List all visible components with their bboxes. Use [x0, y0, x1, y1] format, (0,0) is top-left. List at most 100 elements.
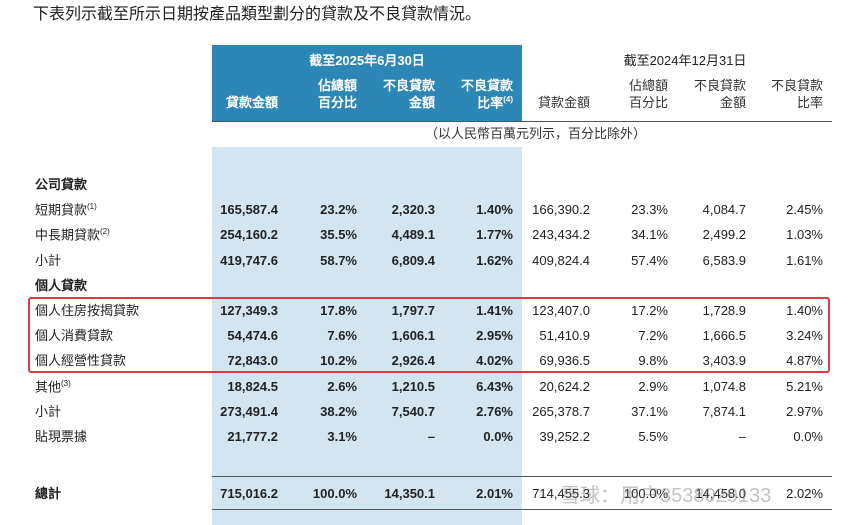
cell-value: 123,407.0 [532, 303, 590, 318]
row-label: 個人經營性貸款 [35, 353, 127, 369]
cell-value: 7.6% [327, 328, 357, 344]
cell-value: 714,455.3 [532, 486, 590, 501]
cell-value: 1.40% [476, 202, 513, 218]
cell-value: 4.02% [476, 353, 513, 369]
column-header: 佔總額 [317, 78, 357, 93]
cell-value: 18,824.5 [227, 378, 278, 394]
cell-value: 2.01% [476, 486, 513, 501]
row-label: 貼現票據 [35, 429, 88, 444]
row-label: 個人貸款 [35, 277, 88, 293]
cell-value: 51,410.9 [539, 328, 590, 344]
cell-value: 4,084.7 [702, 202, 746, 218]
cell-value: 1.61% [786, 252, 823, 268]
cell-value: 2.97% [786, 403, 823, 419]
unit-note: （以人民幣百萬元列示，百分比除外） [425, 126, 647, 141]
cell-value: 273,491.4 [220, 403, 278, 419]
cell-value: 5.21% [786, 378, 823, 394]
cell-value: 14,350.1 [384, 486, 435, 501]
rule [212, 476, 832, 477]
highlight-box [28, 297, 830, 373]
column-header: 貸款金額 [225, 95, 278, 110]
cell-value: 3.24% [786, 328, 823, 344]
cell-value: 100.0% [623, 486, 668, 501]
cell-value: 243,434.2 [532, 227, 590, 243]
watermark: 雪球：用户3538029133 [560, 485, 772, 507]
cell-value: 35.5% [320, 227, 357, 243]
cell-value: 1,666.5 [702, 328, 746, 344]
cell-value: 17.8% [320, 303, 357, 318]
cell-value: 1.62% [476, 252, 513, 268]
row-label: 小計 [35, 403, 62, 419]
footnote-mark: (1) [87, 202, 97, 212]
cell-value: 7,540.7 [391, 403, 435, 419]
cell-value: 23.3% [631, 202, 668, 218]
cell-value: 419,747.6 [220, 252, 278, 268]
row-label: 總計 [35, 486, 62, 501]
row-label: 其他(3) [35, 378, 71, 394]
row-label: 公司貸款 [35, 177, 88, 192]
row-label: 個人消費貸款 [35, 328, 114, 344]
cell-value: 1,797.7 [391, 303, 435, 318]
cell-value: 166,390.2 [532, 202, 590, 218]
cell-value: 38.2% [320, 403, 357, 419]
column-header: 比率(4) [477, 95, 513, 111]
cell-value: 4,489.1 [391, 227, 435, 243]
cell-value: 69,936.5 [539, 353, 590, 369]
row-label: 小計 [35, 252, 62, 268]
rule [212, 509, 832, 510]
cell-value: 2.95% [476, 328, 513, 344]
cell-value: 127,349.3 [220, 303, 278, 318]
cell-value: 20,624.2 [539, 378, 590, 394]
cell-value: 5.5% [638, 429, 668, 444]
header-band [212, 45, 522, 122]
cell-value: 10.2% [320, 353, 357, 369]
cell-value: 409,824.4 [532, 252, 590, 268]
column-header: 百分比 [317, 95, 357, 110]
cell-value: 2.76% [476, 403, 513, 419]
cell-value: 6.43% [476, 378, 513, 394]
group-header: 截至2024年12月31日 [623, 53, 747, 68]
cell-value: 2.9% [638, 378, 668, 394]
column-header: 比率 [796, 95, 823, 110]
cell-value: 9.8% [638, 353, 668, 369]
footnote-mark: (2) [100, 227, 110, 237]
cell-value: 715,016.2 [220, 486, 278, 501]
cell-value: 17.2% [631, 303, 668, 318]
cell-value: 2,499.2 [702, 227, 746, 243]
cell-value: 58.7% [320, 252, 357, 268]
cell-value: 265,378.7 [532, 403, 590, 419]
column-header: 貸款金額 [537, 95, 590, 110]
group-header: 截至2025年6月30日 [309, 53, 425, 68]
cell-value: 39,252.2 [539, 429, 590, 444]
cell-value: 6,809.4 [391, 252, 435, 268]
cell-value: 0.0% [793, 429, 823, 444]
cell-value: – [427, 429, 435, 444]
cell-value: 2.02% [786, 486, 823, 501]
cell-value: 7.2% [638, 328, 668, 344]
column-header: 金額 [719, 95, 746, 110]
cell-value: 3,403.9 [702, 353, 746, 369]
cell-value: 2.45% [786, 202, 823, 218]
cell-value: 4.87% [786, 353, 823, 369]
row-label: 短期貸款(1) [35, 202, 97, 218]
column-header: 百分比 [628, 95, 668, 110]
cell-value: 6,583.9 [702, 252, 746, 268]
cell-value: 1,606.1 [391, 328, 435, 344]
cell-value: 72,843.0 [227, 353, 278, 369]
rule [212, 121, 832, 122]
cell-value: – [738, 429, 746, 444]
cell-value: 2,320.3 [391, 202, 435, 218]
cell-value: 1,210.5 [391, 378, 435, 394]
title: 下表列示截至所示日期按產品類型劃分的貸款及不良貸款情況。 [33, 6, 482, 23]
column-header: 金額 [408, 95, 435, 110]
cell-value: 54,474.6 [227, 328, 278, 344]
column-header: 不良貸款 [770, 78, 823, 93]
cell-value: 0.0% [483, 429, 513, 444]
cell-value: 2,926.4 [391, 353, 435, 369]
cell-value: 37.1% [631, 403, 668, 419]
cell-value: 1.41% [476, 303, 513, 318]
cell-value: 23.2% [320, 202, 357, 218]
cell-value: 14,458.0 [695, 486, 746, 501]
cell-value: 165,587.4 [220, 202, 278, 218]
